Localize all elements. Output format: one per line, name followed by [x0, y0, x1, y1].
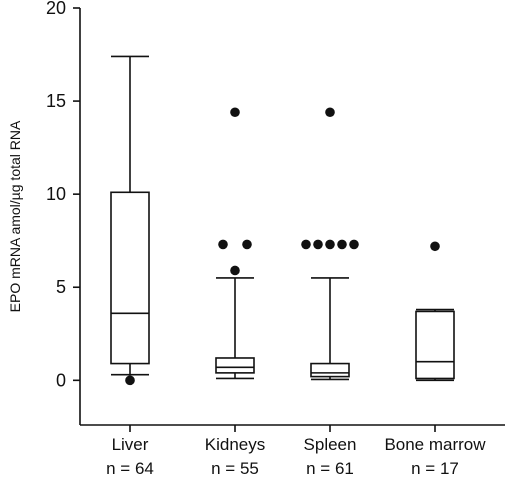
box-iqr [415, 310, 455, 380]
box-kidneys [215, 107, 255, 380]
outlier-point [325, 239, 335, 250]
box-bone-marrow [415, 241, 455, 382]
category-label: Kidneys [205, 435, 265, 454]
box-spleen [301, 107, 359, 381]
outlier-point [301, 239, 311, 250]
outlier-point [349, 239, 359, 250]
category-label: Liver [112, 435, 149, 454]
outlier-point [230, 265, 240, 276]
outlier-point [218, 239, 228, 250]
y-tick-label: 10 [46, 184, 66, 204]
box-iqr [215, 357, 255, 374]
outlier-point [325, 107, 335, 118]
sample-size-label: n = 61 [306, 459, 354, 478]
y-axis-label: EPO mRNA amol/µg total RNA [7, 120, 23, 312]
sample-size-label: n = 17 [411, 459, 459, 478]
y-tick-label: 15 [46, 91, 66, 111]
y-tick-label: 0 [56, 370, 66, 390]
sample-size-label: n = 55 [211, 459, 259, 478]
y-tick-label: 5 [56, 277, 66, 297]
category-label: Spleen [304, 435, 357, 454]
outlier-point [313, 239, 323, 250]
outlier-point [242, 239, 252, 250]
sample-size-label: n = 64 [106, 459, 154, 478]
axes: 0 5 10 15 20 [46, 0, 505, 432]
box-iqr [110, 191, 150, 365]
box-iqr [310, 362, 350, 378]
outlier-point [230, 107, 240, 118]
box-liver [110, 55, 150, 386]
y-tick-label: 20 [46, 0, 66, 18]
outlier-point [125, 375, 135, 386]
outlier-point [337, 239, 347, 250]
category-label: Bone marrow [384, 435, 486, 454]
outlier-point [430, 241, 440, 252]
category-labels: Liver n = 64 Kidneys n = 55 Spleen n = 61 Bone… [106, 435, 486, 478]
boxes [110, 55, 455, 386]
